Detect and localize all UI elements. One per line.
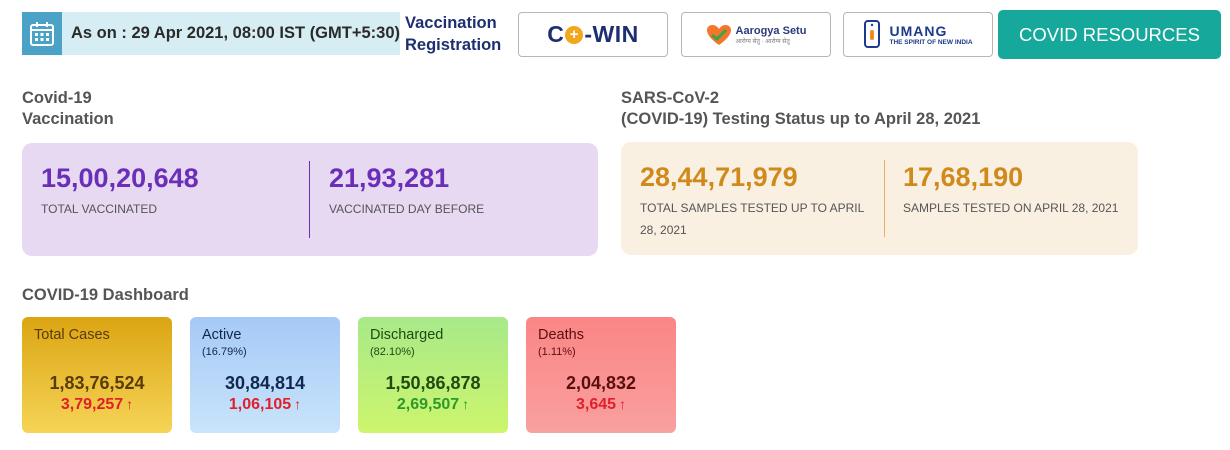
testing-heading: SARS-CoV-2 (COVID-19) Testing Status up …	[621, 88, 980, 130]
deaths-title: Deaths	[538, 327, 584, 343]
testing-panel: 28,44,71,979 TOTAL SAMPLES TESTED UP TO …	[621, 142, 1138, 255]
discharged-value: 1,50,86,878	[385, 373, 481, 393]
deaths-card[interactable]: Deaths (1.11%) 2,04,832 3,645 ↑	[526, 317, 676, 433]
discharged-pct: (82.10%)	[370, 346, 415, 358]
aarogya-setu-name: Aarogya Setu	[735, 24, 807, 37]
vaccination-divider	[309, 161, 310, 238]
aarogya-setu-subtitle: आरोग्य सेतु · आरोग्य सेतु	[735, 38, 790, 45]
total-samples-value: 28,44,71,979	[640, 162, 798, 192]
cowin-plus-icon: +	[565, 25, 584, 44]
phone-hand-icon	[864, 19, 881, 48]
arrow-up-icon: ↑	[619, 396, 627, 412]
vaccination-registration-link[interactable]: Vaccination Registration	[405, 12, 515, 56]
samples-day-stat: 17,68,190 SAMPLES TESTED ON APRIL 28, 20…	[903, 162, 1118, 219]
cowin-button[interactable]: C + -WIN	[518, 12, 668, 57]
total-vaccinated-value: 15,00,20,648	[41, 163, 199, 193]
aarogya-setu-button[interactable]: Aarogya Setu आरोग्य सेतु · आरोग्य सेतु	[681, 12, 831, 57]
deaths-value: 2,04,832	[565, 373, 637, 393]
vaccination-panel: 15,00,20,648 TOTAL VACCINATED 21,93,281 …	[22, 143, 598, 256]
discharged-delta: 2,69,507 ↑	[358, 396, 508, 414]
as-on-date-box: As on : 29 Apr 2021, 08:00 IST (GMT+5:30…	[22, 12, 400, 55]
deaths-pct: (1.11%)	[538, 346, 576, 358]
vaccination-registration-line2: Registration	[405, 36, 502, 54]
arrow-up-icon: ↑	[126, 396, 134, 412]
discharged-delta-value: 2,69,507	[396, 396, 460, 413]
cowin-suffix: -WIN	[584, 21, 639, 47]
covid-resources-button[interactable]: COVID RESOURCES	[998, 10, 1221, 59]
total-samples-label-line2: 28, 2021	[640, 223, 687, 237]
vaccinated-day-before-label: VACCINATED DAY BEFORE	[329, 202, 485, 216]
vaccination-heading: Covid-19 Vaccination	[22, 88, 114, 130]
total-samples-label: TOTAL SAMPLES TESTED UP TO APRIL 28, 202…	[640, 197, 880, 241]
active-card[interactable]: Active (16.79%) 30,84,814 1,06,105 ↑	[190, 317, 340, 433]
vaccination-registration-line1: Vaccination	[405, 14, 497, 32]
vaccinated-day-before-stat: 21,93,281 VACCINATED DAY BEFORE	[329, 163, 484, 220]
dashboard-heading: COVID-19 Dashboard	[22, 286, 189, 304]
testing-heading-line1: SARS-CoV-2	[621, 89, 720, 107]
calendar-icon	[22, 12, 62, 55]
total-vaccinated-stat: 15,00,20,648 TOTAL VACCINATED	[41, 163, 199, 220]
total-cases-value: 1,83,76,524	[49, 373, 145, 393]
heart-icon	[706, 24, 731, 45]
as-on-date-text: As on : 29 Apr 2021, 08:00 IST (GMT+5:30…	[70, 24, 400, 42]
active-pct: (16.79%)	[202, 346, 247, 358]
vaccination-heading-line1: Covid-19	[22, 89, 92, 107]
umang-name: UMANG	[889, 23, 948, 39]
total-samples-stat: 28,44,71,979 TOTAL SAMPLES TESTED UP TO …	[640, 162, 880, 241]
testing-heading-line2: (COVID-19) Testing Status up to April 28…	[621, 110, 981, 128]
arrow-up-icon: ↑	[462, 396, 470, 412]
total-cases-delta-value: 3,79,257	[60, 396, 124, 413]
samples-day-label: SAMPLES TESTED ON APRIL 28, 2021	[903, 201, 1119, 215]
vaccination-heading-line2: Vaccination	[22, 110, 114, 128]
cowin-prefix: C	[547, 21, 565, 47]
active-value: 30,84,814	[224, 373, 306, 393]
active-delta: 1,06,105 ↑	[190, 396, 340, 414]
active-title: Active	[202, 327, 242, 343]
umang-tagline: THE SPIRIT OF NEW INDIA	[889, 39, 973, 46]
samples-day-value: 17,68,190	[903, 162, 1024, 192]
umang-button[interactable]: UMANG THE SPIRIT OF NEW INDIA	[843, 12, 993, 57]
deaths-delta-value: 3,645	[575, 396, 617, 413]
arrow-up-icon: ↑	[294, 396, 302, 412]
total-cases-card[interactable]: Total Cases 1,83,76,524 3,79,257 ↑	[22, 317, 172, 433]
discharged-card[interactable]: Discharged (82.10%) 1,50,86,878 2,69,507…	[358, 317, 508, 433]
discharged-title: Discharged	[370, 327, 444, 343]
total-samples-label-line1: TOTAL SAMPLES TESTED UP TO APRIL	[640, 201, 865, 215]
vaccinated-day-before-value: 21,93,281	[329, 163, 450, 193]
total-cases-title: Total Cases	[34, 327, 110, 343]
deaths-delta: 3,645 ↑	[526, 396, 676, 414]
active-delta-value: 1,06,105	[228, 396, 292, 413]
top-bar: As on : 29 Apr 2021, 08:00 IST (GMT+5:30…	[0, 0, 1230, 70]
total-cases-delta: 3,79,257 ↑	[22, 396, 172, 414]
testing-divider	[884, 160, 885, 237]
total-vaccinated-label: TOTAL VACCINATED	[41, 202, 158, 216]
cowin-logo: C + -WIN	[547, 21, 639, 48]
